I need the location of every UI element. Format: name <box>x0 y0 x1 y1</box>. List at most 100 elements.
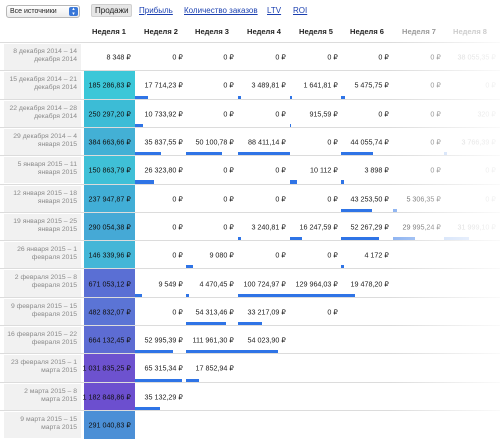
cohort-value: 0 ₽ <box>430 52 441 62</box>
cohort-cell: 100 724,97 ₽ <box>238 269 290 298</box>
cohort-cell: 0 ₽ <box>393 156 445 184</box>
cohort-cell: 50 100,78 ₽ <box>186 128 238 157</box>
cohort-value: 4 470,45 ₽ <box>199 279 234 289</box>
cohort-cell: 35 837,55 ₽ <box>135 128 187 157</box>
cohort-cell: 0 ₽ <box>186 71 238 99</box>
tab-roi[interactable]: ROI <box>293 6 308 15</box>
column-header-week-6: Неделя 6 <box>350 27 384 36</box>
cohort-value: 0 ₽ <box>430 80 441 90</box>
cohort-cell <box>393 411 445 439</box>
cohort-value: 0 ₽ <box>327 52 338 62</box>
table-row: 26 января 2015 – 1 февраля 2015 146 339,9… <box>0 240 500 270</box>
cohort-cell <box>444 269 500 297</box>
table-row: 23 февраля 2015 – 1 марта 2015 1 031 835,… <box>0 353 500 383</box>
cohort-cell: 38 055,35 ₽ <box>444 43 500 71</box>
cohort-value: 17 852,94 ₽ <box>195 363 234 373</box>
cohort-value: 9 080 ₽ <box>209 250 234 260</box>
cohort-cell: 0 ₽ <box>186 156 238 184</box>
cohort-value: 1 182 848,86 ₽ <box>82 392 131 402</box>
table-row: 12 января 2015 – 18 января 2015 237 947,8… <box>0 183 500 213</box>
row-date-range-label: 2 февраля 2015 – 8 февраля 2015 <box>4 270 81 297</box>
cohort-value: 671 053,12 ₽ <box>88 279 131 289</box>
source-select[interactable]: Все источники ▴ ▾ <box>6 5 80 18</box>
cohort-cell: 0 ₽ <box>186 185 238 213</box>
cohort-cell-week-1: 291 040,83 ₽ <box>83 410 135 439</box>
cohort-cell <box>444 383 500 411</box>
tab-orders-count[interactable]: Количество заказов <box>184 6 258 15</box>
cohort-cell <box>444 354 500 382</box>
cohort-cell <box>341 298 393 326</box>
tab-sales[interactable]: Продажи <box>91 4 133 17</box>
cohort-value: 0 ₽ <box>275 194 286 204</box>
value-bar <box>186 378 199 383</box>
cohort-value: 384 663,66 ₽ <box>88 137 131 147</box>
cohort-value: 3 898 ₽ <box>364 165 389 175</box>
tab-ltv[interactable]: LTV <box>267 6 282 15</box>
value-bar <box>186 293 190 298</box>
cohort-value: 88 411,14 ₽ <box>247 137 286 147</box>
column-header-week-7: Неделя 7 <box>402 27 436 36</box>
cohort-value: 10 733,92 ₽ <box>144 109 183 119</box>
cohort-value: 65 315,34 ₽ <box>144 363 183 373</box>
cohort-cell: 0 ₽ <box>186 43 238 71</box>
cohort-cell: 0 ₽ <box>186 100 238 128</box>
cohort-cell: 54 023,90 ₽ <box>238 326 290 355</box>
cohort-cell: 0 ₽ <box>341 100 393 128</box>
table-row: 22 декабря 2014 – 28 декабря 2014 250 297… <box>0 98 500 128</box>
cohort-cell <box>341 411 393 439</box>
cohort-value: 0 ₽ <box>275 250 286 260</box>
cohort-cell <box>341 326 393 354</box>
value-bar <box>290 293 342 298</box>
cohort-cell: 0 ₽ <box>135 43 187 71</box>
cohort-cell: 0 ₽ <box>393 71 445 99</box>
cohort-cell: 0 ₽ <box>290 185 342 213</box>
cohort-cell: 35 132,29 ₽ <box>135 383 187 411</box>
cohort-cell <box>393 326 445 354</box>
cohort-cell: 5 475,75 ₽ <box>341 71 393 100</box>
value-bar <box>290 123 292 128</box>
cohort-value: 0 ₽ <box>223 80 234 90</box>
cohort-value: 0 ₽ <box>223 222 234 232</box>
cohort-cell-week-1: 671 053,12 ₽ <box>83 269 135 298</box>
cohort-cell <box>238 383 290 411</box>
cohort-cell: 0 ₽ <box>238 100 290 128</box>
cohort-value: 0 ₽ <box>485 194 496 204</box>
cohort-cell: 129 964,03 ₽ <box>290 269 342 298</box>
cohort-value: 31 999,10 ₽ <box>457 222 496 232</box>
cohort-cell: 52 995,39 ₽ <box>135 326 187 355</box>
cohort-cell <box>444 241 500 269</box>
cohort-cell: 17 714,23 ₽ <box>135 71 187 100</box>
cohort-value: 35 837,55 ₽ <box>144 137 183 147</box>
cohort-cell <box>135 411 187 439</box>
cohort-cell: 0 ₽ <box>238 156 290 184</box>
cohort-value: 0 ₽ <box>172 194 183 204</box>
cohort-cell <box>341 383 393 411</box>
cohort-cell: 915,59 ₽ <box>290 100 342 128</box>
cohort-cell: 0 ₽ <box>444 185 500 213</box>
value-bar <box>186 321 226 326</box>
tab-profit[interactable]: Прибыль <box>139 6 173 15</box>
cohort-value: 0 ₽ <box>275 165 286 175</box>
cohort-cell: 19 478,20 ₽ <box>341 269 393 298</box>
cohort-cell: 0 ₽ <box>393 128 445 156</box>
cohort-value: 290 054,38 ₽ <box>88 222 131 232</box>
row-date-range-label: 19 января 2015 – 25 января 2015 <box>4 213 81 241</box>
column-header-week-4: Неделя 4 <box>247 27 281 36</box>
cohort-value: 3 766,39 ₽ <box>461 137 496 147</box>
column-header-week-2: Неделя 2 <box>144 27 178 36</box>
cohort-value: 4 172 ₽ <box>364 250 389 260</box>
cohort-cell: 0 ₽ <box>238 241 290 269</box>
cohort-value: 54 313,46 ₽ <box>195 307 234 317</box>
column-header-week-8: Неделя 8 <box>453 27 487 36</box>
cohort-cell <box>393 354 445 382</box>
cohort-cell <box>444 298 500 326</box>
cohort-value: 111 961,30 ₽ <box>192 335 234 345</box>
cohort-value: 26 323,80 ₽ <box>144 165 183 175</box>
cohort-value: 44 055,74 ₽ <box>350 137 389 147</box>
cohort-value: 0 ₽ <box>327 194 338 204</box>
cohort-value: 0 ₽ <box>172 52 183 62</box>
column-header-week-5: Неделя 5 <box>299 27 333 36</box>
cohort-cell: 43 253,50 ₽ <box>341 185 393 213</box>
cohort-value: 0 ₽ <box>172 222 183 232</box>
cohort-cell: 3 898 ₽ <box>341 156 393 185</box>
